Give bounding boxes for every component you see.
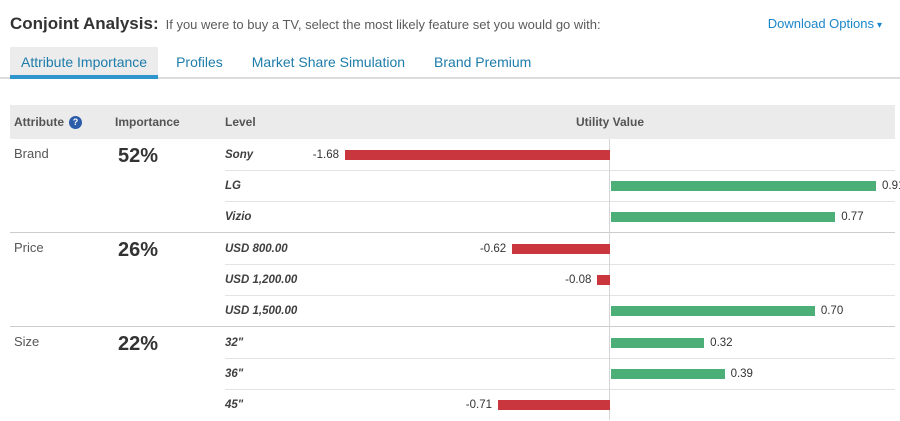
attribute-importance-table: Attribute ? Importance Level Utility Val… [10,105,900,420]
level-label: Vizio [225,211,252,223]
column-header-utility-value: Utility Value [575,115,645,129]
chevron-down-icon: ▾ [876,20,882,31]
column-header-importance: Importance [115,115,180,129]
level-row: USD 1,200.00 -0.08 [225,264,895,295]
utility-bar-area: 0.77 [305,202,895,232]
utility-bar-area: 0.32 [305,327,895,358]
level-rows: USD 800.00 -0.62 USD 1,200.00 -0.08 USD 1,50… [225,233,895,326]
level-row: 45" -0.71 [225,389,895,420]
attribute-group: Price 26% USD 800.00 -0.62 USD 1,200.00 -0.08… [10,232,895,326]
level-row: USD 800.00 -0.62 [225,233,895,264]
importance-value: 26% [118,239,159,261]
attribute-group: Size 22% 32" 0.32 36" 0.39 45" -0.71 [10,326,895,420]
utility-bar [512,243,610,254]
level-label: LG [225,180,241,192]
level-label: USD 800.00 [225,242,288,255]
level-row: Sony -1.68 [225,139,895,170]
table-header: Attribute ? Importance Level Utility Val… [10,105,895,139]
utility-value-label: 0.91 [882,180,900,192]
column-header-attribute: Attribute [14,115,64,129]
attribute-name: Size [14,334,40,349]
level-label: 32" [225,336,244,349]
attribute-name: Brand [14,146,49,161]
tab-profiles[interactable]: Profiles [176,54,223,70]
level-row: 36" 0.39 [225,358,895,389]
utility-value-label: 0.70 [820,305,844,317]
utility-bar [611,306,815,316]
level-label: 45" [225,399,244,411]
level-label: Sony [225,148,254,161]
utility-bar-area: -0.71 [305,390,895,420]
utility-bar [611,337,705,348]
utility-bar-area: -0.62 [305,233,895,264]
utility-bar-area: 0.39 [305,359,895,389]
page-header: Conjoint Analysis: If you were to buy a … [0,0,900,34]
utility-bar [498,400,610,410]
utility-value-label: -0.62 [479,242,507,255]
page-title: Conjoint Analysis: [10,14,159,33]
utility-value-label: 0.77 [841,211,864,223]
utility-bar [345,149,610,160]
level-label: 36" [225,368,244,380]
utility-value-label: 0.39 [730,368,753,380]
tab-attribute-importance[interactable]: Attribute Importance [10,47,159,79]
level-row: USD 1,500.00 0.70 [225,295,895,326]
level-row: 32" 0.32 [225,327,895,358]
page-subtitle: If you were to buy a TV, select the most… [165,17,601,32]
level-rows: 32" 0.32 36" 0.39 45" -0.71 [225,327,895,420]
download-options-label: Download Options [767,16,874,31]
utility-bar-area: -0.08 [305,265,895,295]
tab-bar: Attribute Importance Profiles Market Sha… [0,47,900,79]
download-options-button[interactable]: Download Options ▾ [768,16,882,31]
utility-bar-area: 0.91 [305,171,900,201]
attribute-name: Price [14,240,44,255]
utility-bar-area: -1.68 [305,139,895,170]
help-icon[interactable]: ? [69,115,82,129]
level-row: LG 0.91 [225,170,900,201]
utility-value-label: -1.68 [312,148,339,161]
column-header-level: Level [225,115,256,129]
tab-market-share-simulation[interactable]: Market Share Simulation [251,54,406,70]
attribute-groups: Brand 52% Sony -1.68 LG 0.91 Vizio 0.77 Price 26%… [10,139,900,420]
utility-value-label: -0.71 [465,399,492,411]
utility-bar [611,181,876,191]
utility-bar-area: 0.70 [305,296,895,326]
utility-value-label: -0.08 [565,274,592,286]
utility-value-label: 0.32 [710,336,733,349]
importance-value: 22% [118,333,159,355]
level-label: USD 1,200.00 [225,274,298,286]
utility-bar [597,275,610,285]
level-row: Vizio 0.77 [225,201,895,232]
attribute-group: Brand 52% Sony -1.68 LG 0.91 Vizio 0.77 [10,139,900,232]
level-label: USD 1,500.00 [225,305,298,317]
level-rows: Sony -1.68 LG 0.91 Vizio 0.77 [225,139,900,232]
utility-bar [611,212,836,222]
utility-bar [611,369,725,379]
importance-value: 52% [118,145,159,167]
tab-brand-premium[interactable]: Brand Premium [434,54,532,70]
